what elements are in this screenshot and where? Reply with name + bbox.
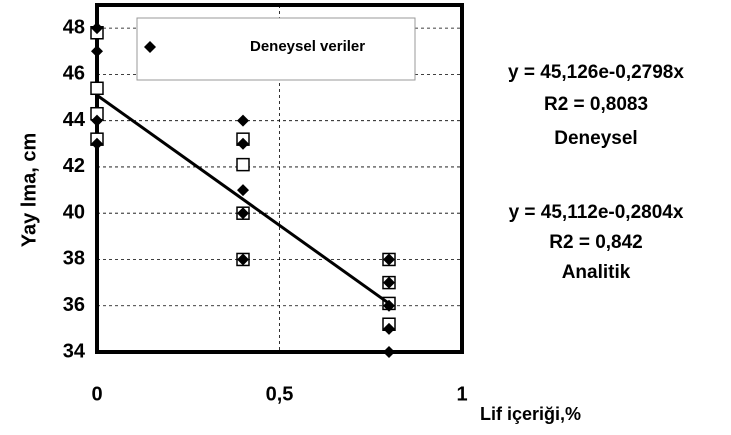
point: [91, 22, 103, 35]
point: [91, 137, 103, 150]
y-tick-label: 44: [63, 109, 86, 131]
y-tick-label: 40: [63, 201, 85, 223]
point: [237, 137, 249, 150]
legend-label: Deneysel veriler: [250, 38, 365, 55]
annotation: Deneysel: [554, 128, 637, 149]
point: [237, 253, 249, 266]
point: [236, 157, 250, 172]
y-tick-label: 34: [63, 340, 86, 362]
point: [90, 81, 104, 96]
annotation: R2 = 0,8083: [544, 94, 648, 115]
point: [383, 346, 395, 358]
y-tick-label: 36: [63, 294, 85, 316]
y-tick-label: 38: [63, 248, 85, 270]
annotation: y = 45,112e-0,2804x: [509, 202, 684, 223]
point: [237, 114, 249, 127]
point: [383, 322, 395, 335]
legend-marker: [144, 41, 156, 53]
annotation: Analitik: [562, 262, 631, 283]
point: [237, 184, 249, 197]
annotation: y = 45,126e-0,2798x: [508, 62, 684, 83]
point: [237, 207, 249, 220]
x-axis-label: Lif içeriği,%: [480, 404, 581, 424]
y-axis-label: Yay lma, cm: [18, 133, 40, 248]
point: [383, 276, 395, 289]
point: [91, 45, 103, 58]
trend-line: [96, 93, 390, 305]
y-tick-label: 48: [63, 16, 85, 38]
point: [383, 253, 395, 266]
x-tick-label: 0: [91, 383, 102, 405]
x-tick-label: 0,5: [266, 383, 294, 405]
x-tick-label: 1: [456, 383, 467, 405]
annotation: R2 = 0,842: [549, 232, 643, 253]
plot-frame: [95, 3, 464, 354]
y-tick-label: 46: [63, 63, 85, 85]
point: [91, 114, 103, 127]
legend-box: [136, 17, 416, 81]
y-tick-label: 42: [63, 155, 85, 177]
